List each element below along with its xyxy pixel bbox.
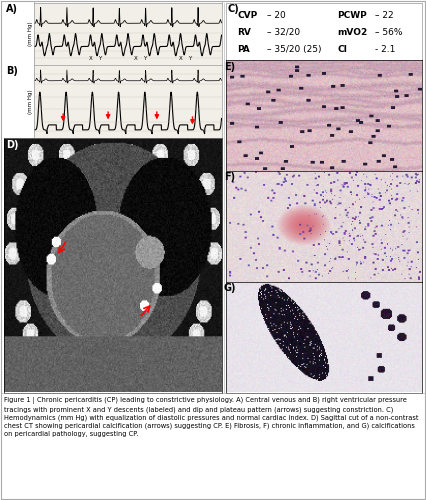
Text: – 22: – 22 <box>375 10 393 20</box>
Text: E): E) <box>224 62 235 72</box>
Text: Y: Y <box>188 56 191 61</box>
Text: F): F) <box>224 172 235 182</box>
Text: Y: Y <box>98 56 101 61</box>
Text: Y: Y <box>143 56 146 61</box>
Text: X: X <box>133 56 137 61</box>
Y-axis label: (mm Hg): (mm Hg) <box>28 89 33 114</box>
Text: – 56%: – 56% <box>375 28 402 37</box>
Text: B): B) <box>6 66 18 76</box>
Text: CVP: CVP <box>238 10 258 20</box>
Y-axis label: (mm Hg): (mm Hg) <box>28 22 33 46</box>
Text: G): G) <box>224 283 236 293</box>
Text: X: X <box>89 56 92 61</box>
Text: RV: RV <box>238 28 251 37</box>
Text: X: X <box>178 56 182 61</box>
Text: - 2.1: - 2.1 <box>375 45 395 54</box>
Text: A): A) <box>6 4 18 14</box>
Text: C): C) <box>228 4 240 14</box>
Text: PCWP: PCWP <box>337 10 367 20</box>
Text: mVO2: mVO2 <box>337 28 368 37</box>
Text: PA: PA <box>238 45 250 54</box>
Text: CI: CI <box>337 45 348 54</box>
Text: Figure 1 | Chronic pericarditis (CP) leading to constrictive physiology. A) Cent: Figure 1 | Chronic pericarditis (CP) lea… <box>4 398 419 437</box>
Text: – 35/20 (25): – 35/20 (25) <box>267 45 322 54</box>
Text: D): D) <box>6 140 19 150</box>
Text: – 32/20: – 32/20 <box>267 28 300 37</box>
Text: – 20: – 20 <box>267 10 286 20</box>
